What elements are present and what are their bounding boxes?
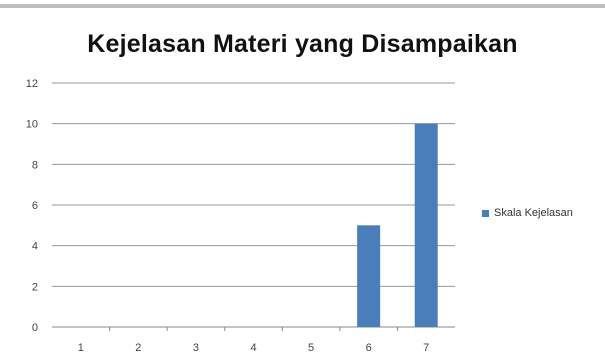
y-tick-label: 10 xyxy=(26,119,38,131)
x-tick-label: 3 xyxy=(193,342,199,354)
y-tick-label: 4 xyxy=(32,241,38,253)
legend: Skala Kejelasan xyxy=(482,207,573,219)
x-tick-label: 6 xyxy=(366,342,372,354)
bar xyxy=(357,225,381,327)
x-tick-label: 4 xyxy=(250,342,256,354)
x-tick-label: 1 xyxy=(78,342,84,354)
y-tick-label: 2 xyxy=(32,281,38,293)
x-tick-label: 5 xyxy=(308,342,314,354)
y-tick-label: 12 xyxy=(26,78,38,90)
legend-swatch xyxy=(482,209,489,217)
y-tick-label: 0 xyxy=(32,322,38,334)
chart-title: Kejelasan Materi yang Disampaikan xyxy=(87,30,518,58)
bar xyxy=(414,123,438,328)
legend-label: Skala Kejelasan xyxy=(494,207,573,219)
y-tick-label: 6 xyxy=(32,200,38,212)
y-tick-label: 8 xyxy=(32,159,38,171)
x-tick-label: 7 xyxy=(423,342,429,354)
top-border xyxy=(0,4,605,8)
x-tick-label: 2 xyxy=(135,342,141,354)
